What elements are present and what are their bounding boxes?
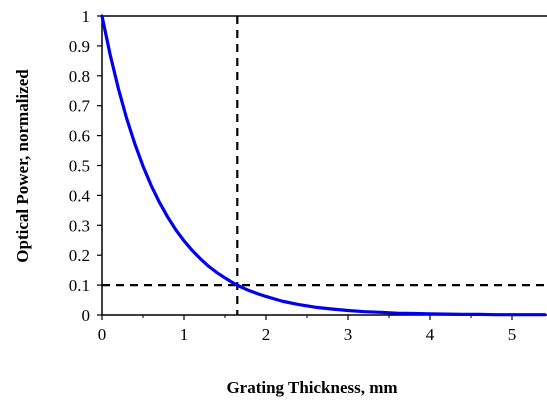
y-tick-label: 0.7 [69,97,91,116]
series-layer [100,14,547,317]
y-tick-label: 0.9 [69,37,90,56]
y-tick-label: 1 [82,7,91,26]
x-ticks: 0 1 2 3 4 5 [98,315,517,344]
y-ticks: 0 0.1 0.2 0.3 0.4 0.5 0.6 0.7 0.8 0.9 1 [69,7,102,325]
y-tick-label: 0.8 [69,67,90,86]
y-tick-label: 0.1 [69,276,90,295]
y-axis-title: Optical Power, normalized [13,69,32,263]
y-tick-label: 0.3 [69,216,90,235]
y-tick-label: 0 [82,306,91,325]
plot-frame [101,15,547,316]
x-tick-label: 0 [98,325,107,344]
series-line [100,14,547,317]
x-tick-label: 5 [508,325,517,344]
x-tick-label: 3 [344,325,353,344]
x-tick-label: 2 [262,325,271,344]
y-tick-label: 0.5 [69,157,90,176]
x-tick-label: 4 [426,325,435,344]
y-tick-label: 0.4 [69,186,91,205]
reference-lines [102,16,547,315]
x-tick-label: 1 [180,325,189,344]
y-tick-label: 0.6 [69,127,90,146]
x-axis-title: Grating Thickness, mm [226,378,397,397]
y-tick-label: 0.2 [69,246,90,265]
